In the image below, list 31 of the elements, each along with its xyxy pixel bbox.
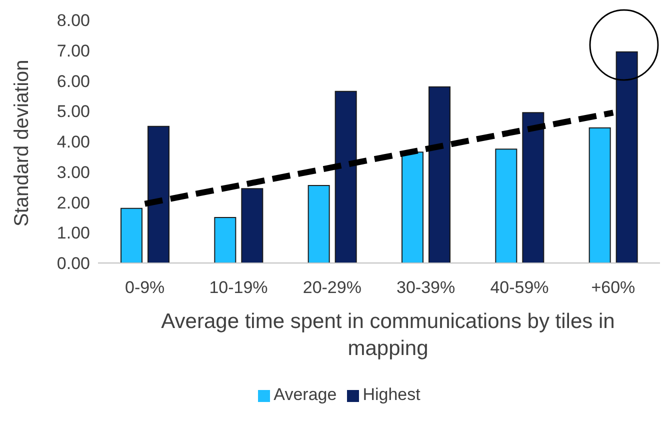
x-axis-title: Average time spent in communications by tiles in mapping bbox=[160, 309, 616, 362]
y-tick-label: 1.00 bbox=[56, 224, 90, 243]
bar bbox=[495, 148, 518, 263]
bar bbox=[120, 208, 142, 263]
x-tick-label: 0-9% bbox=[124, 278, 165, 298]
x-tick-label: 40-59% bbox=[490, 278, 549, 298]
y-tick-label: 7.00 bbox=[56, 41, 90, 60]
y-tick-label: 8.00 bbox=[56, 11, 90, 30]
y-axis-title: Standard deviation bbox=[11, 60, 34, 226]
x-tick-label: 30-39% bbox=[396, 278, 456, 298]
bar bbox=[402, 152, 424, 263]
legend-label: Average bbox=[274, 385, 337, 404]
bar bbox=[334, 90, 357, 263]
y-tick-label: 2.00 bbox=[56, 193, 90, 212]
y-tick-label: 3.00 bbox=[56, 162, 90, 182]
bar bbox=[616, 51, 638, 263]
bar bbox=[214, 216, 236, 263]
bar bbox=[308, 185, 330, 263]
y-tick-label: 6.00 bbox=[56, 72, 90, 91]
legend-label: Highest bbox=[362, 385, 420, 404]
x-tick-label: 20-29% bbox=[302, 278, 362, 298]
y-tick-label: 5.00 bbox=[56, 102, 90, 122]
x-tick-label: 10-19% bbox=[209, 278, 268, 298]
y-tick-label: 4.00 bbox=[56, 132, 90, 152]
bar bbox=[148, 126, 170, 263]
bar bbox=[428, 86, 450, 263]
bar bbox=[588, 127, 611, 263]
bar bbox=[522, 112, 544, 263]
y-tick-label: 0.00 bbox=[56, 254, 90, 274]
bar bbox=[241, 188, 264, 263]
x-tick-label: +60% bbox=[591, 278, 636, 298]
